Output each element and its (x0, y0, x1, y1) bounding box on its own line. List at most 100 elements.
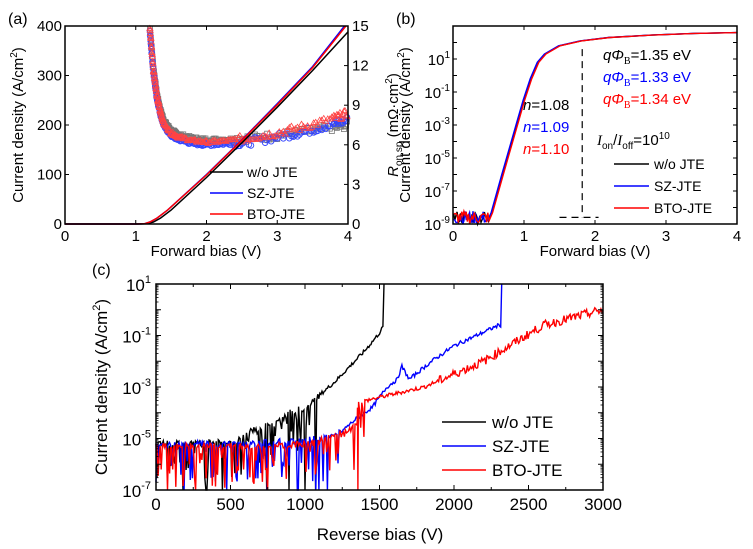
ron-point (277, 129, 285, 136)
x-tick-label: 4 (733, 228, 741, 245)
y-tick-label: 300 (37, 68, 62, 85)
panel-b-ticks: 0 1 2 3 4 10-9 10-7 10-5 10-3 10-1 101 (424, 25, 741, 245)
y-tick-label: 10-1 (122, 326, 151, 347)
ron-point (231, 135, 240, 142)
ron-point (220, 137, 229, 144)
y2-tick-label: 15 (352, 18, 369, 35)
x-tick-label: 4 (344, 228, 352, 245)
ron-point (234, 133, 243, 140)
ron-point (154, 97, 163, 105)
panel-a-legend: w/o JTE SZ-JTE BTO-JTE (210, 164, 305, 222)
ron-point (305, 124, 314, 131)
y2-tick-label: 3 (352, 176, 360, 193)
legend-label: w/o JTE (246, 164, 298, 180)
panel-b-legend: w/o JTE SZ-JTE BTO-JTE (614, 156, 712, 216)
panel-b-label: (b) (396, 11, 416, 28)
panel-c-xlabel: Reverse bias (V) (317, 525, 444, 544)
legend-label: BTO-JTE (247, 206, 305, 222)
ron-point (265, 129, 273, 136)
ron-point (293, 123, 302, 130)
ron-point (147, 34, 155, 42)
x-tick-label: 2 (591, 228, 599, 245)
panel-a-xlabel: Forward bias (V) (151, 243, 262, 260)
ron-point (291, 124, 300, 132)
barrier-height-label: qΦB=1.33 eV (603, 69, 691, 89)
ron-point (148, 50, 156, 58)
ron-point (324, 122, 332, 130)
x-tick-label: 0 (61, 228, 69, 245)
panel-a-label: (a) (8, 11, 28, 28)
y-tick-label: 10-3 (424, 116, 450, 135)
ron-point (211, 137, 220, 144)
panel-c-ylabel: Current density (A/cm2) (91, 299, 111, 475)
panel-c: (c) 0 500 1000 1500 2000 2500 3000 10-7 10-5 10-3… (91, 262, 622, 544)
legend-label: SZ-JTE (492, 437, 550, 456)
ron-point (146, 29, 155, 36)
x-tick-label: 2500 (510, 495, 548, 514)
ideality-factor-label: n=1.08 (523, 97, 569, 114)
ron-point (210, 136, 218, 143)
panel-b: (b) 0 1 2 3 4 10-9 10-7 10-5 10-3 10-1 101 Forward… (396, 11, 741, 260)
ideality-factor-label: n=1.09 (523, 119, 569, 136)
ideality-factor-label: n=1.10 (523, 141, 569, 158)
x-tick-label: 3000 (584, 495, 622, 514)
y-tick-label: 101 (126, 274, 151, 295)
x-tick-label: 1000 (286, 495, 324, 514)
x-tick-label: 2 (202, 228, 210, 245)
panel-b-ylabel: Current density (A/cm2) (396, 47, 414, 203)
ron-point (146, 24, 154, 31)
ron-point (326, 115, 334, 122)
x-tick-label: 1 (132, 228, 140, 245)
ron-point (147, 42, 156, 49)
legend-label: BTO-JTE (654, 200, 712, 216)
ron-point (269, 133, 277, 140)
ron-point (332, 114, 340, 121)
y2-tick-label: 0 (352, 216, 360, 233)
legend-label: w/o JTE (653, 156, 705, 172)
panel-c-ticks: 0 500 1000 1500 2000 2500 3000 10-7 10-5 10-3 10-1… (122, 274, 622, 514)
ron-point (285, 123, 294, 130)
y-tick-label: 10-7 (424, 182, 450, 201)
barrier-height-label: qΦB=1.34 eV (603, 91, 691, 111)
ron-point (259, 131, 267, 139)
ron-point (340, 107, 348, 114)
ron-point (236, 131, 244, 139)
x-tick-label: 2000 (435, 495, 473, 514)
ron-point (152, 85, 160, 93)
panel-b-xlabel: Forward bias (V) (540, 243, 651, 260)
ron-point (287, 122, 296, 129)
ron-point (151, 77, 159, 84)
ron-point (146, 26, 154, 33)
ron-point (286, 134, 293, 142)
panel-a-y2label: Ron,sp (mΩ·cm2) (384, 73, 405, 177)
ron-point (318, 126, 325, 134)
ron-point (247, 142, 255, 149)
ron-point (281, 130, 290, 137)
legend-label: BTO-JTE (492, 461, 563, 480)
panel-a-data (65, 24, 351, 225)
y-tick-label: 101 (428, 50, 451, 69)
ron-point (153, 90, 161, 98)
y-tick-label: 100 (37, 167, 62, 184)
x-tick-label: 500 (216, 495, 244, 514)
y2-tick-label: 9 (352, 97, 360, 114)
ron-point (219, 136, 227, 143)
x-tick-label: 3 (273, 228, 281, 245)
ron-point (290, 133, 297, 140)
panel-a-ylabel: Current density (A/cm2) (9, 47, 27, 203)
ron-point (255, 134, 263, 142)
panel-c-data (155, 283, 604, 491)
ron-point (295, 126, 304, 133)
line-w-o-jte (155, 283, 385, 491)
y-tick-label: 10-5 (122, 429, 151, 450)
legend-label: w/o JTE (491, 413, 553, 432)
y-tick-label: 10-5 (424, 149, 450, 168)
ron-point (148, 50, 156, 57)
ron-point (207, 138, 215, 145)
panel-c-legend: w/o JTE SZ-JTE BTO-JTE (442, 413, 563, 480)
ron-point (150, 68, 158, 76)
y-tick-label: 10-1 (424, 83, 450, 102)
ron-point (150, 71, 158, 79)
